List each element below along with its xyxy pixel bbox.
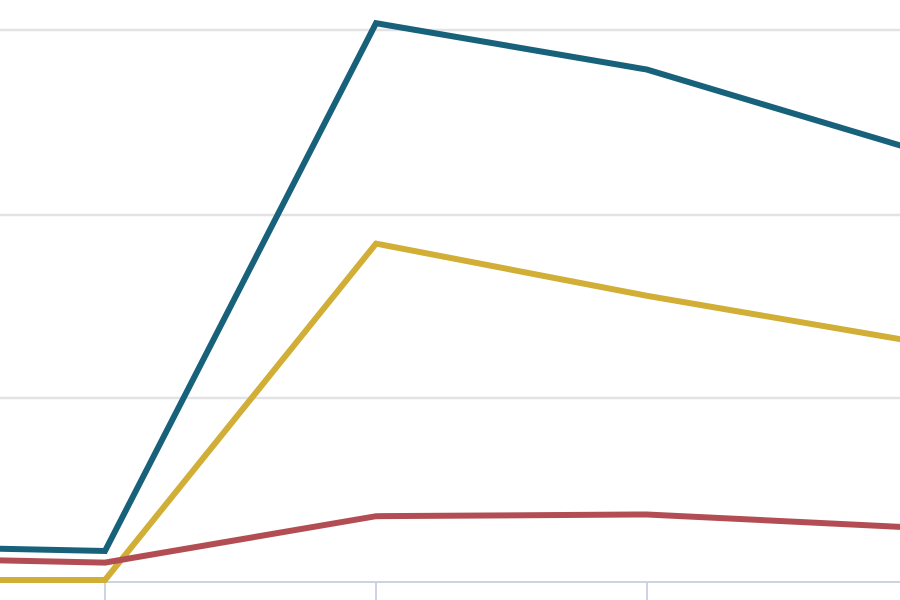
series-line-2 bbox=[0, 511, 900, 566]
series-line-0 bbox=[0, 19, 900, 555]
series-lines bbox=[0, 19, 900, 583]
x-axis bbox=[0, 581, 900, 600]
gridlines bbox=[0, 28, 900, 400]
series-line-1 bbox=[0, 240, 900, 583]
